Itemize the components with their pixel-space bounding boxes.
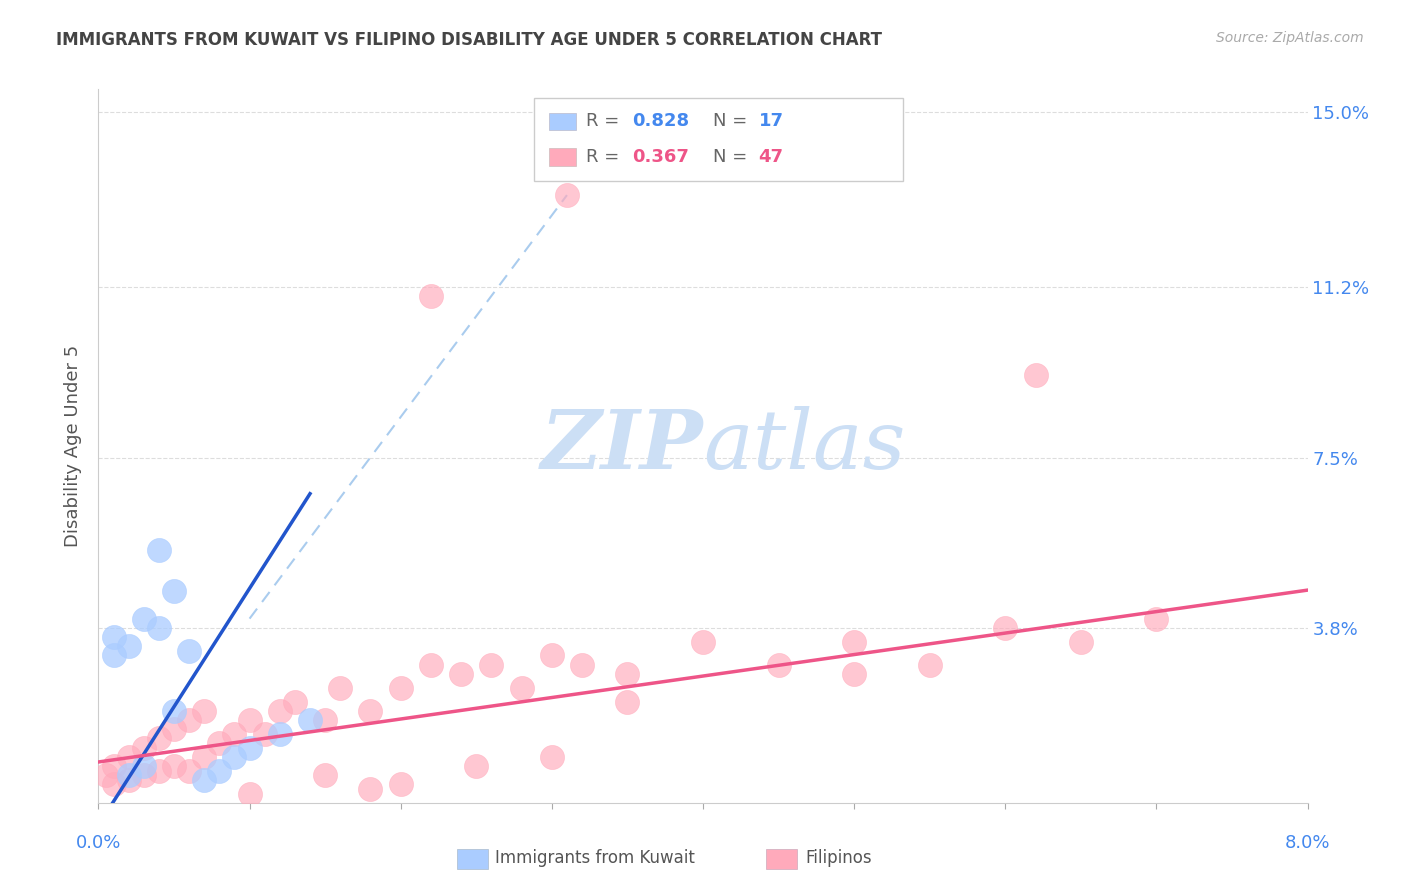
Point [360, 782, 382, 797]
Point [299, 713, 322, 727]
Point [103, 777, 125, 791]
Point [148, 731, 170, 746]
Text: N =: N = [713, 148, 752, 166]
Point [844, 666, 866, 681]
Point [208, 764, 231, 778]
Point [450, 666, 472, 681]
Point [193, 749, 215, 764]
Point [541, 749, 564, 764]
Point [179, 764, 201, 778]
Point [148, 764, 170, 778]
FancyBboxPatch shape [534, 98, 903, 180]
Point [1025, 368, 1047, 382]
Point [132, 768, 155, 782]
Point [555, 188, 578, 202]
Point [616, 694, 638, 708]
Point [132, 740, 155, 755]
Text: Immigrants from Kuwait: Immigrants from Kuwait [495, 849, 695, 867]
Point [179, 644, 201, 658]
Text: Filipinos: Filipinos [806, 849, 872, 867]
Point [768, 657, 790, 672]
Point [163, 722, 186, 736]
Point [103, 759, 125, 773]
Point [239, 740, 262, 755]
Point [163, 584, 186, 599]
Point [239, 713, 262, 727]
Point [224, 749, 246, 764]
Point [118, 749, 141, 764]
Point [420, 657, 443, 672]
Point [389, 777, 412, 791]
Point [571, 657, 593, 672]
Point [253, 727, 276, 741]
Point [179, 713, 201, 727]
Point [420, 289, 443, 303]
Text: N =: N = [713, 112, 752, 130]
Point [208, 736, 231, 750]
Point [132, 759, 155, 773]
Y-axis label: Disability Age Under 5: Disability Age Under 5 [65, 345, 83, 547]
Text: 8.0%: 8.0% [1285, 834, 1330, 852]
Text: 0.828: 0.828 [631, 112, 689, 130]
Point [389, 681, 412, 695]
Point [844, 634, 866, 648]
Text: 0.367: 0.367 [631, 148, 689, 166]
Point [465, 759, 488, 773]
Point [314, 768, 336, 782]
Point [193, 772, 215, 787]
Point [224, 727, 246, 741]
Point [1146, 612, 1168, 626]
Text: Source: ZipAtlas.com: Source: ZipAtlas.com [1216, 31, 1364, 45]
Point [103, 630, 125, 644]
Point [918, 657, 941, 672]
Point [193, 704, 215, 718]
Point [510, 681, 533, 695]
Point [360, 704, 382, 718]
Point [118, 640, 141, 654]
Point [284, 694, 307, 708]
Point [269, 727, 291, 741]
Text: R =: R = [586, 148, 624, 166]
Point [541, 648, 564, 663]
Point [616, 666, 638, 681]
Text: 0.0%: 0.0% [76, 834, 121, 852]
Point [118, 768, 141, 782]
Point [239, 787, 262, 801]
Point [148, 621, 170, 635]
Text: atlas: atlas [703, 406, 905, 486]
Text: ZIP: ZIP [540, 406, 703, 486]
Point [481, 657, 503, 672]
FancyBboxPatch shape [550, 112, 576, 130]
Point [269, 704, 291, 718]
Point [103, 648, 125, 663]
Point [314, 713, 336, 727]
Point [994, 621, 1017, 635]
Point [163, 704, 186, 718]
Point [692, 634, 714, 648]
Text: 47: 47 [759, 148, 783, 166]
Text: 17: 17 [759, 112, 783, 130]
Text: IMMIGRANTS FROM KUWAIT VS FILIPINO DISABILITY AGE UNDER 5 CORRELATION CHART: IMMIGRANTS FROM KUWAIT VS FILIPINO DISAB… [56, 31, 882, 49]
Point [163, 759, 186, 773]
Point [148, 542, 170, 557]
Point [94, 768, 117, 782]
Point [1070, 634, 1092, 648]
FancyBboxPatch shape [550, 148, 576, 166]
Text: R =: R = [586, 112, 624, 130]
Point [118, 772, 141, 787]
Point [132, 612, 155, 626]
Point [329, 681, 352, 695]
